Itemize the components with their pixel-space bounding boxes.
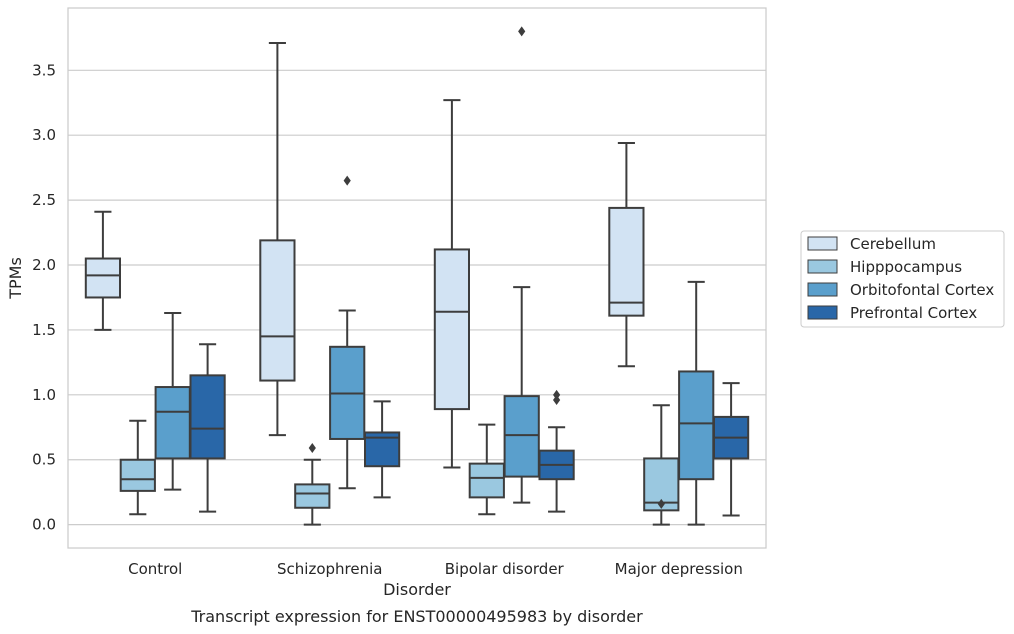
- box-hipppocampus: [294, 443, 331, 526]
- box-iqr: [154, 386, 191, 460]
- box-iqr: [678, 370, 715, 481]
- box-iqr: [608, 206, 645, 317]
- plot-frame: [67, 7, 767, 549]
- box-orbitofontal-cortex: [154, 312, 191, 491]
- box-iqr: [84, 257, 122, 299]
- outlier-point: [553, 389, 561, 400]
- legend: Cerebellum Hipppocampus Orbitofontal Corte…: [800, 230, 1005, 328]
- legend-frame: [800, 230, 1005, 328]
- legend-swatch: [807, 236, 838, 251]
- box-hipppocampus: [119, 419, 156, 516]
- y-axis-ticks: 0.0 0.5 1.0 1.5 2.0 2.5 3.0 3.5: [32, 61, 56, 533]
- y-tick-label: 0.0: [32, 516, 56, 534]
- box-orbitofontal-cortex: [329, 175, 366, 490]
- outlier-point: [518, 26, 526, 37]
- x-tick-label: Major depression: [615, 560, 743, 578]
- box-orbitofontal-cortex: [678, 280, 715, 526]
- y-tick-label: 3.5: [32, 61, 56, 79]
- y-tick-label: 0.5: [32, 451, 56, 469]
- outlier-point: [657, 498, 665, 509]
- box-hipppocampus: [643, 404, 680, 526]
- box-cerebellum: [84, 210, 122, 331]
- box-prefrontal-cortex: [712, 382, 750, 517]
- legend-label: Cerebellum: [850, 235, 936, 253]
- x-axis-ticks: Control Schizophrenia Bipolar disorder Majo…: [128, 560, 743, 578]
- legend-swatch: [807, 305, 838, 320]
- chart-caption: Transcript expression for ENST0000049598…: [190, 607, 643, 626]
- y-tick-label: 2.0: [32, 256, 56, 274]
- y-tick-label: 2.5: [32, 191, 56, 209]
- box-hipppocampus: [468, 423, 505, 516]
- box-cerebellum: [259, 42, 296, 437]
- legend-items: Cerebellum Hipppocampus Orbitofontal Corte…: [807, 235, 994, 322]
- box-iqr: [119, 458, 156, 492]
- legend-label: Orbitofontal Cortex: [850, 281, 994, 299]
- box-prefrontal-cortex: [189, 343, 226, 513]
- y-tick-label: 3.0: [32, 126, 56, 144]
- box-cerebellum: [433, 99, 471, 469]
- box-layer: [84, 26, 750, 526]
- x-tick-label: Bipolar disorder: [445, 560, 565, 578]
- box-orbitofontal-cortex: [503, 26, 540, 504]
- y-tick-label: 1.0: [32, 386, 56, 404]
- legend-swatch: [807, 259, 838, 274]
- outlier-point: [308, 443, 316, 454]
- box-prefrontal-cortex: [363, 400, 401, 499]
- legend-label: Prefrontal Cortex: [850, 304, 977, 322]
- box-prefrontal-cortex: [538, 389, 575, 513]
- outlier-point: [553, 395, 561, 406]
- box-iqr: [433, 248, 471, 411]
- x-axis-title: Disorder: [383, 580, 451, 599]
- box-iqr: [259, 239, 296, 382]
- y-axis-title: TPMs: [6, 257, 25, 300]
- legend-swatch: [807, 282, 838, 297]
- box-iqr: [503, 395, 540, 478]
- box-cerebellum: [608, 142, 645, 368]
- legend-label: Hipppocampus: [850, 258, 962, 276]
- box-iqr: [468, 462, 505, 499]
- outlier-point: [343, 175, 351, 186]
- x-tick-label: Control: [128, 560, 182, 578]
- x-tick-label: Schizophrenia: [277, 560, 382, 578]
- box-iqr: [294, 483, 331, 509]
- box-iqr: [189, 374, 226, 460]
- y-tick-label: 1.5: [32, 321, 56, 339]
